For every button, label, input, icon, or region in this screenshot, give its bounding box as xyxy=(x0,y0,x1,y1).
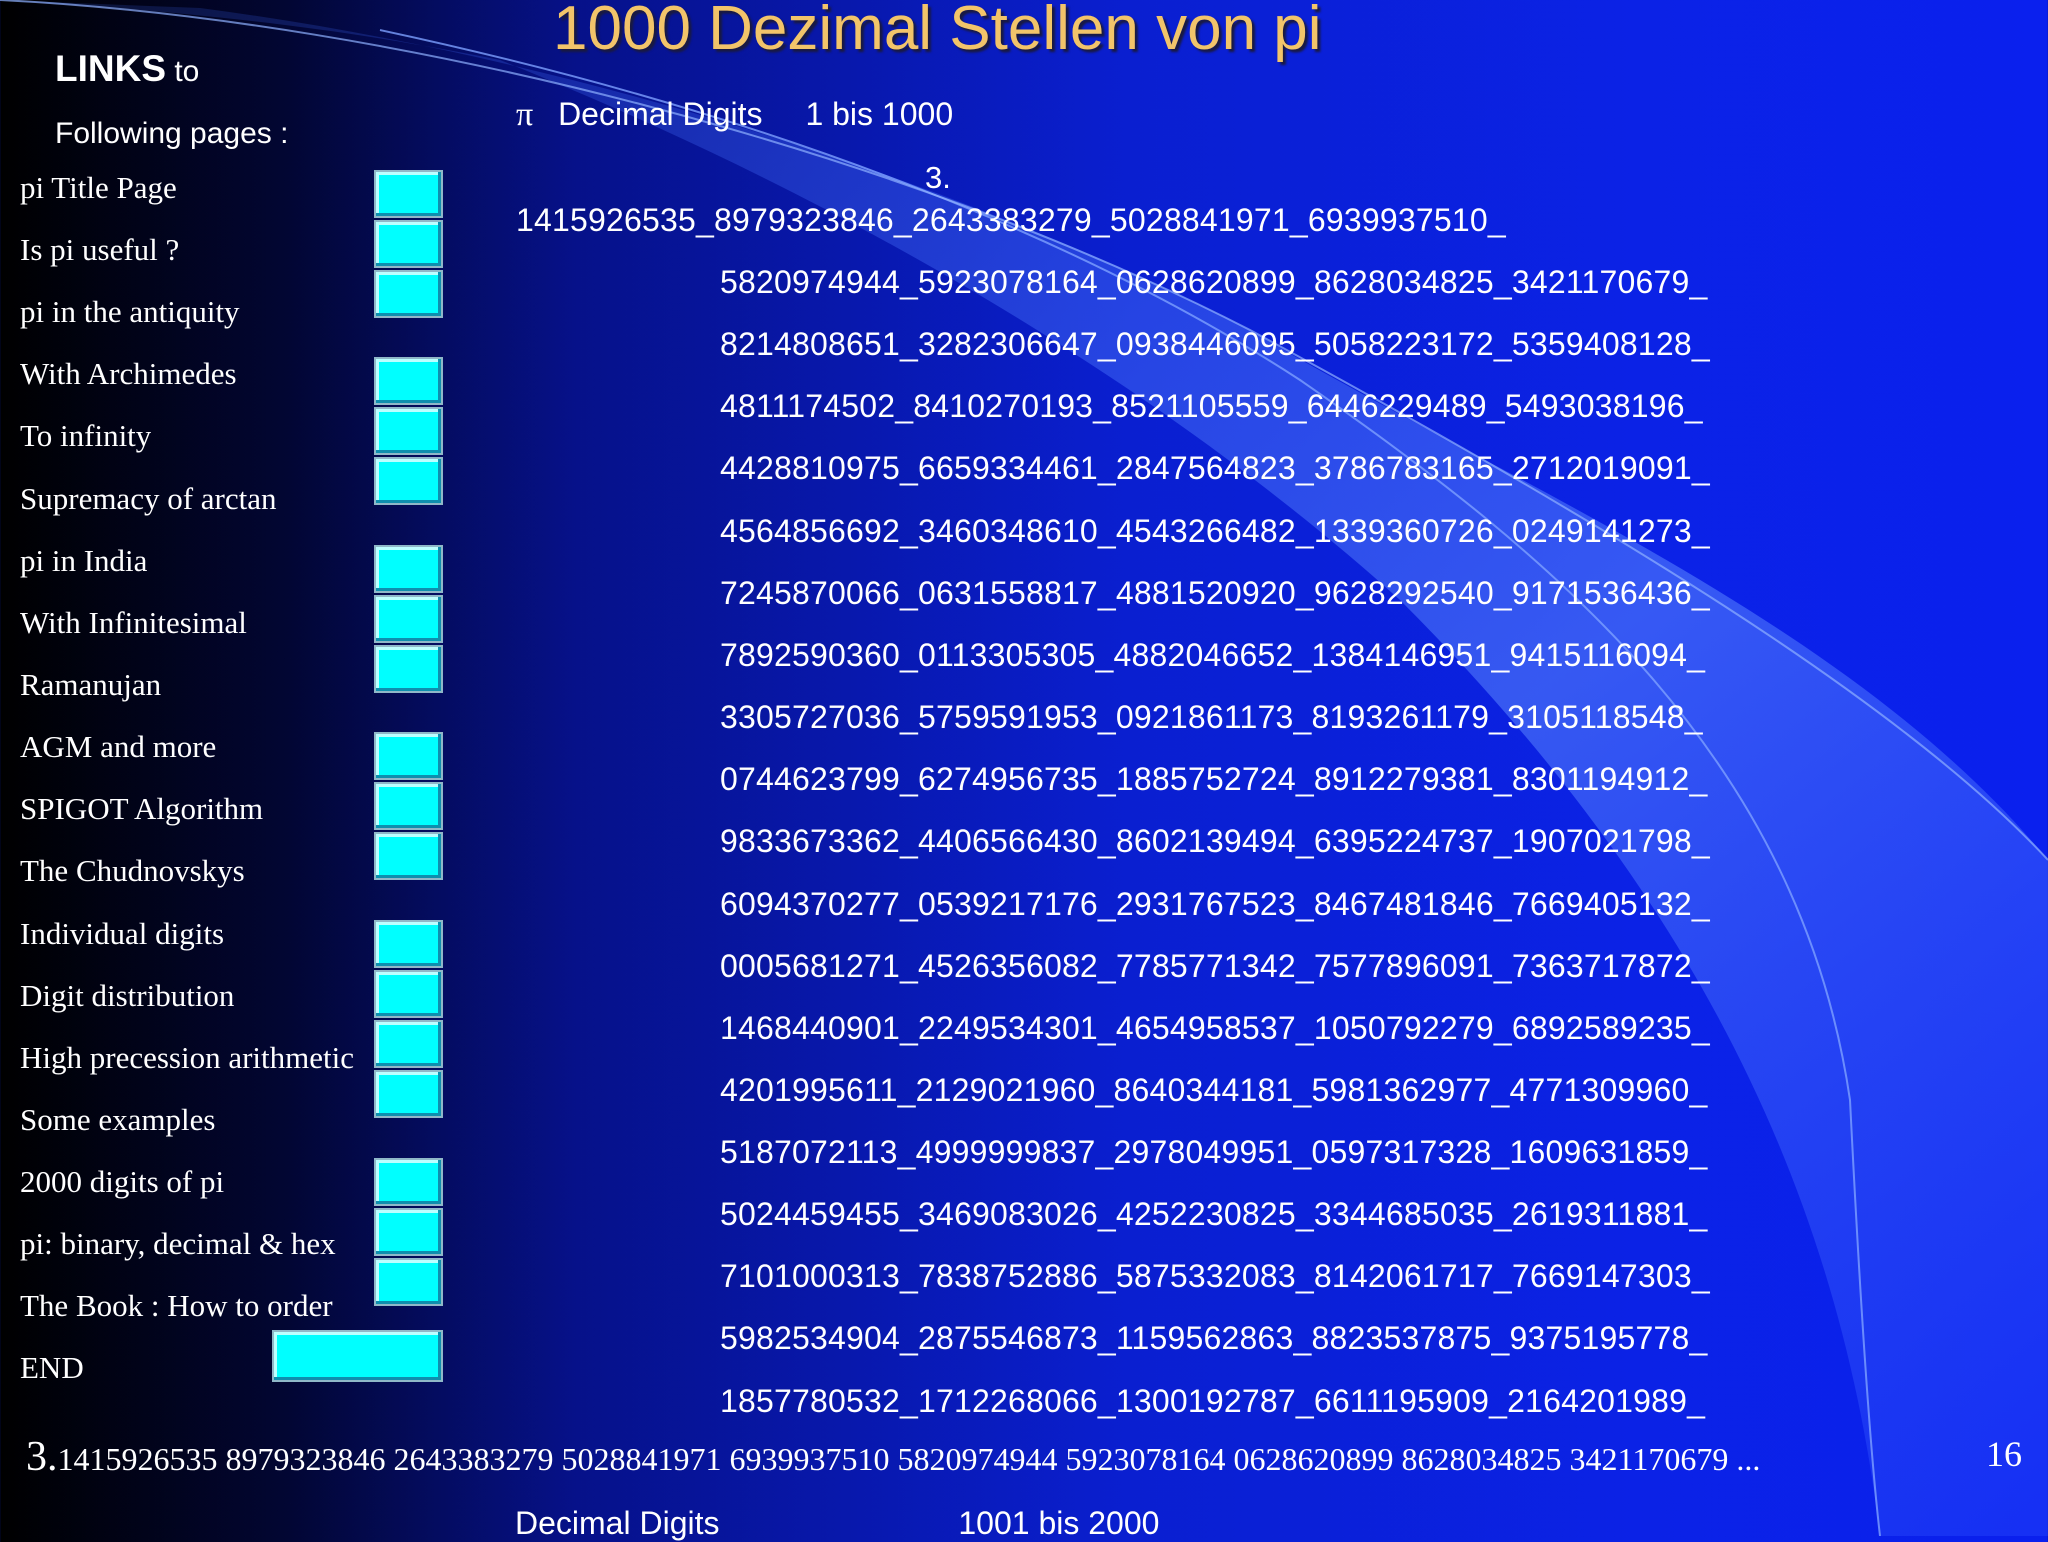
nav-item-india[interactable]: pi in India xyxy=(20,541,147,581)
integer-part: 3. xyxy=(925,160,951,195)
footer-three: 3. xyxy=(26,1434,58,1480)
nav-item-infinitesimal[interactable]: With Infinitesimal xyxy=(20,603,247,643)
digit-line: 0005681271_4526356082_7785771342_7577896… xyxy=(720,948,1710,984)
digit-line: 5820974944_5923078164_0628620899_8628034… xyxy=(720,264,1708,300)
nav-item-ramanujan[interactable]: Ramanujan xyxy=(20,665,161,705)
link-button-is-pi-useful[interactable] xyxy=(374,220,443,268)
nav-item-end[interactable]: END xyxy=(20,1348,84,1388)
nav-item-chudnovskys[interactable]: The Chudnovskys xyxy=(20,851,245,891)
link-button-digit-distribution[interactable] xyxy=(374,970,443,1018)
nav-item-archimedes[interactable]: With Archimedes xyxy=(20,354,237,394)
links-heading: LINKS to xyxy=(55,48,199,90)
nav-label: High precession arithmetic xyxy=(20,1040,355,1075)
links-heading-line2: Following pages : xyxy=(55,117,289,150)
nav-label: Is pi useful ? xyxy=(20,232,180,267)
nav-label: pi in the antiquity xyxy=(20,294,240,329)
digit-line: 1415926535_8979323846_2643383279_5028841… xyxy=(516,202,1506,238)
digit-line: 4811174502_8410270193_8521105559_6446229… xyxy=(720,388,1703,424)
nav-item-antiquity[interactable]: pi in the antiquity xyxy=(20,292,240,332)
nav-label: END xyxy=(20,1350,84,1385)
nav-label: SPIGOT Algorithm xyxy=(20,791,264,826)
nav-label: Ramanujan xyxy=(20,667,162,702)
link-button-some-examples[interactable] xyxy=(374,1070,443,1118)
page-title: 1000 Dezimal Stellen von pi xyxy=(553,0,1322,63)
nav-item-is-pi-useful[interactable]: Is pi useful ? xyxy=(20,230,179,270)
digits-subheading: π Decimal Digits 1 bis 1000 xyxy=(516,96,953,134)
link-button-spigot[interactable] xyxy=(374,782,443,830)
link-button-archimedes[interactable] xyxy=(374,357,443,405)
nav-label: The Book : How to order xyxy=(20,1288,333,1323)
nav-item-title-page[interactable]: pi Title Page xyxy=(20,168,177,208)
nav-item-spigot[interactable]: SPIGOT Algorithm xyxy=(20,789,263,829)
links-heading-rest: to xyxy=(174,55,200,88)
link-button-antiquity[interactable] xyxy=(374,270,443,318)
nav-label: With Infinitesimal xyxy=(20,605,247,640)
nav-label: pi Title Page xyxy=(20,170,177,205)
digit-line: 7101000313_7838752886_5875332083_8142061… xyxy=(720,1258,1710,1294)
nav-label: To infinity xyxy=(20,418,152,453)
digit-line: 0744623799_6274956735_1885752724_8912279… xyxy=(720,761,1708,797)
nav-label: AGM and more xyxy=(20,729,217,764)
link-button-to-infinity[interactable] xyxy=(374,407,443,455)
link-button-chudnovskys[interactable] xyxy=(374,832,443,880)
nav-label: Digit distribution xyxy=(20,978,235,1013)
next-range: 1001 bis 2000 xyxy=(958,1505,1160,1541)
digit-line: 5187072113_4999999837_2978049951_0597317… xyxy=(720,1134,1708,1170)
digit-line: 1468440901_2249534301_4654958537_1050792… xyxy=(720,1010,1710,1046)
next-label: Decimal Digits xyxy=(515,1505,720,1541)
nav-label: With Archimedes xyxy=(20,356,237,391)
digit-line: 5982534904_2875546873_1159562863_8823537… xyxy=(720,1320,1708,1356)
link-button-individual-digits[interactable] xyxy=(374,920,443,968)
nav-item-some-examples[interactable]: Some examples xyxy=(20,1100,215,1140)
nav-label: Individual digits xyxy=(20,916,225,951)
nav-label: 2000 digits of pi xyxy=(20,1164,225,1199)
digit-line: 4428810975_6659334461_2847564823_3786783… xyxy=(720,450,1710,486)
digit-line: 7892590360_0113305305_4882046652_1384146… xyxy=(720,637,1706,673)
nav-item-book-order[interactable]: The Book : How to order xyxy=(20,1286,333,1326)
subheading-range: 1 bis 1000 xyxy=(805,96,954,132)
nav-label: The Chudnovskys xyxy=(20,853,245,888)
nav-item-digit-distribution[interactable]: Digit distribution xyxy=(20,976,234,1016)
nav-item-to-infinity[interactable]: To infinity xyxy=(20,416,151,456)
nav-item-2000-digits[interactable]: 2000 digits of pi xyxy=(20,1162,224,1202)
next-section-heading: Decimal Digits 1001 bis 2000 xyxy=(515,1505,1159,1542)
nav-label: pi in India xyxy=(20,543,148,578)
link-button-2000-digits[interactable] xyxy=(374,1158,443,1206)
digit-line: 1857780532_1712268066_1300192787_6611195… xyxy=(720,1383,1706,1419)
link-button-infinitesimal[interactable] xyxy=(374,595,443,643)
digit-line: 4564856692_3460348610_4543266482_1339360… xyxy=(720,513,1710,549)
nav-label: Some examples xyxy=(20,1102,216,1137)
digit-line: 8214808651_3282306647_0938446095_5058223… xyxy=(720,326,1710,362)
digit-line: 3305727036_5759591953_0921861173_8193261… xyxy=(720,699,1703,735)
digit-line: 7245870066_0631558817_4881520920_9628292… xyxy=(720,575,1710,611)
digit-line: 4201995611_2129021960_8640344181_5981362… xyxy=(720,1072,1708,1108)
link-button-book-order[interactable] xyxy=(374,1258,443,1306)
nav-item-agm[interactable]: AGM and more xyxy=(20,727,216,767)
link-button-binary-decimal-hex[interactable] xyxy=(374,1208,443,1256)
nav-item-binary-decimal-hex[interactable]: pi: binary, decimal & hex xyxy=(20,1224,336,1264)
link-button-agm[interactable] xyxy=(374,732,443,780)
footer-digit-string: 1415926535 8979323846 2643383279 5028841… xyxy=(57,1441,1761,1477)
digit-line: 5024459455_3469083026_4252230825_3344685… xyxy=(720,1196,1708,1232)
link-button-end[interactable] xyxy=(272,1330,443,1382)
nav-item-individual-digits[interactable]: Individual digits xyxy=(20,914,224,954)
nav-item-arctan[interactable]: Supremacy of arctan xyxy=(20,479,277,519)
page-number: 16 xyxy=(1986,1434,2022,1474)
link-button-high-precision[interactable] xyxy=(374,1020,443,1068)
link-button-arctan[interactable] xyxy=(374,457,443,505)
digit-line: 6094370277_0539217176_2931767523_8467481… xyxy=(720,886,1710,922)
link-button-india[interactable] xyxy=(374,545,443,593)
subheading-label: Decimal Digits xyxy=(558,96,763,132)
pi-symbol: π xyxy=(516,96,534,133)
nav-item-high-precision[interactable]: High precession arithmetic xyxy=(20,1038,354,1078)
nav-label: Supremacy of arctan xyxy=(20,481,277,516)
digit-line: 9833673362_4406566430_8602139494_6395224… xyxy=(720,823,1710,859)
footer-digits: 3.1415926535 8979323846 2643383279 50288… xyxy=(26,1433,1760,1481)
links-heading-bold: LINKS xyxy=(55,48,166,89)
link-button-ramanujan[interactable] xyxy=(374,645,443,693)
link-button-title-page[interactable] xyxy=(374,170,443,218)
nav-label: pi: binary, decimal & hex xyxy=(20,1226,336,1261)
